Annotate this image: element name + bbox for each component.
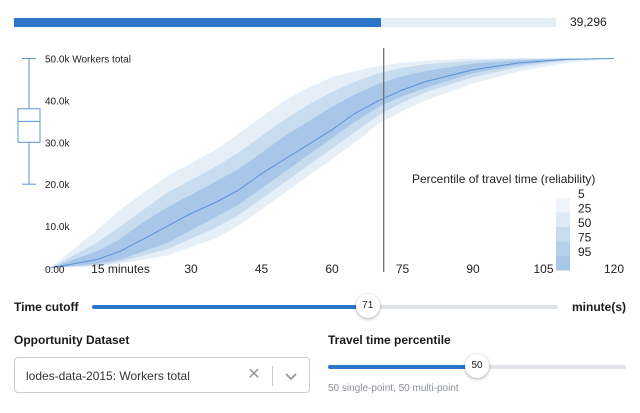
median-series-line	[49, 58, 615, 269]
travel-time-percentile-slider[interactable]: 50	[328, 354, 626, 378]
legend-entry: 50	[578, 216, 592, 230]
accessibility-total: 39,296	[570, 15, 607, 29]
select-separator	[272, 366, 273, 386]
box-plot	[17, 57, 41, 185]
x-tick-label: 15 minutes	[91, 262, 150, 276]
x-tick-label: 0.00	[45, 265, 65, 276]
y-tick-label: 30.0k	[45, 138, 70, 149]
x-tick-label: 30	[184, 262, 198, 276]
y-tick-label: 20.0k	[45, 180, 70, 191]
opportunity-dataset-label: Opportunity Dataset	[14, 333, 130, 347]
opportunity-dataset-select[interactable]: lodes-data-2015: Workers total ✕	[14, 357, 310, 393]
time-cutoff-slider[interactable]: 71	[92, 294, 558, 318]
percentile-hint: 50 single-point, 50 multi-point	[328, 383, 459, 394]
top-progress-fill	[14, 18, 381, 27]
legend-entry: 5	[578, 187, 585, 201]
median-line	[49, 58, 615, 269]
legend: Percentile of travel time (reliability)5…	[412, 172, 595, 271]
legend-swatch	[556, 227, 570, 242]
box-iqr	[17, 108, 41, 143]
opportunity-dataset-value: lodes-data-2015: Workers total	[26, 369, 190, 383]
top-progress-bar	[14, 18, 556, 27]
y-tick-label: 40.0k	[45, 96, 70, 107]
legend-swatch	[556, 241, 570, 256]
legend-entry: 25	[578, 202, 592, 216]
time-cutoff-unit: minute(s)	[572, 300, 626, 314]
time-cutoff-thumb[interactable]: 71	[355, 294, 380, 318]
percentile-thumb[interactable]: 50	[465, 354, 489, 378]
clear-icon[interactable]: ✕	[247, 366, 261, 383]
x-tick-label: 90	[466, 262, 480, 276]
legend-title: Percentile of travel time (reliability)	[412, 172, 595, 186]
legend-swatch	[556, 256, 570, 271]
legend-entry: 95	[578, 245, 592, 259]
chevron-down-icon[interactable]	[281, 366, 301, 386]
legend-swatch	[556, 212, 570, 227]
legend-entry: 75	[578, 231, 592, 245]
y-tick-label: 50.0k Workers total	[45, 54, 131, 65]
x-tick-label: 60	[325, 262, 339, 276]
percentile-bands	[50, 58, 614, 268]
x-tick-label: 120	[604, 262, 624, 276]
x-axis: 0.00 15 minutes 30 45 60 75 90 105 120	[45, 262, 624, 276]
x-tick-label: 45	[255, 262, 269, 276]
y-tick-label: 10.0k	[45, 222, 70, 233]
x-tick-label: 75	[396, 262, 410, 276]
percentile-slider-fill	[328, 365, 477, 369]
y-axis: 10.0k 20.0k 30.0k 40.0k 50.0k Workers total	[45, 54, 131, 233]
x-tick-label: 105	[533, 262, 553, 276]
legend-swatch	[556, 198, 570, 213]
time-cutoff-slider-fill	[92, 305, 368, 309]
travel-time-percentile-label: Travel time percentile	[328, 333, 451, 347]
percentile-band-3	[50, 58, 614, 268]
time-cutoff-label: Time cutoff	[14, 300, 79, 314]
